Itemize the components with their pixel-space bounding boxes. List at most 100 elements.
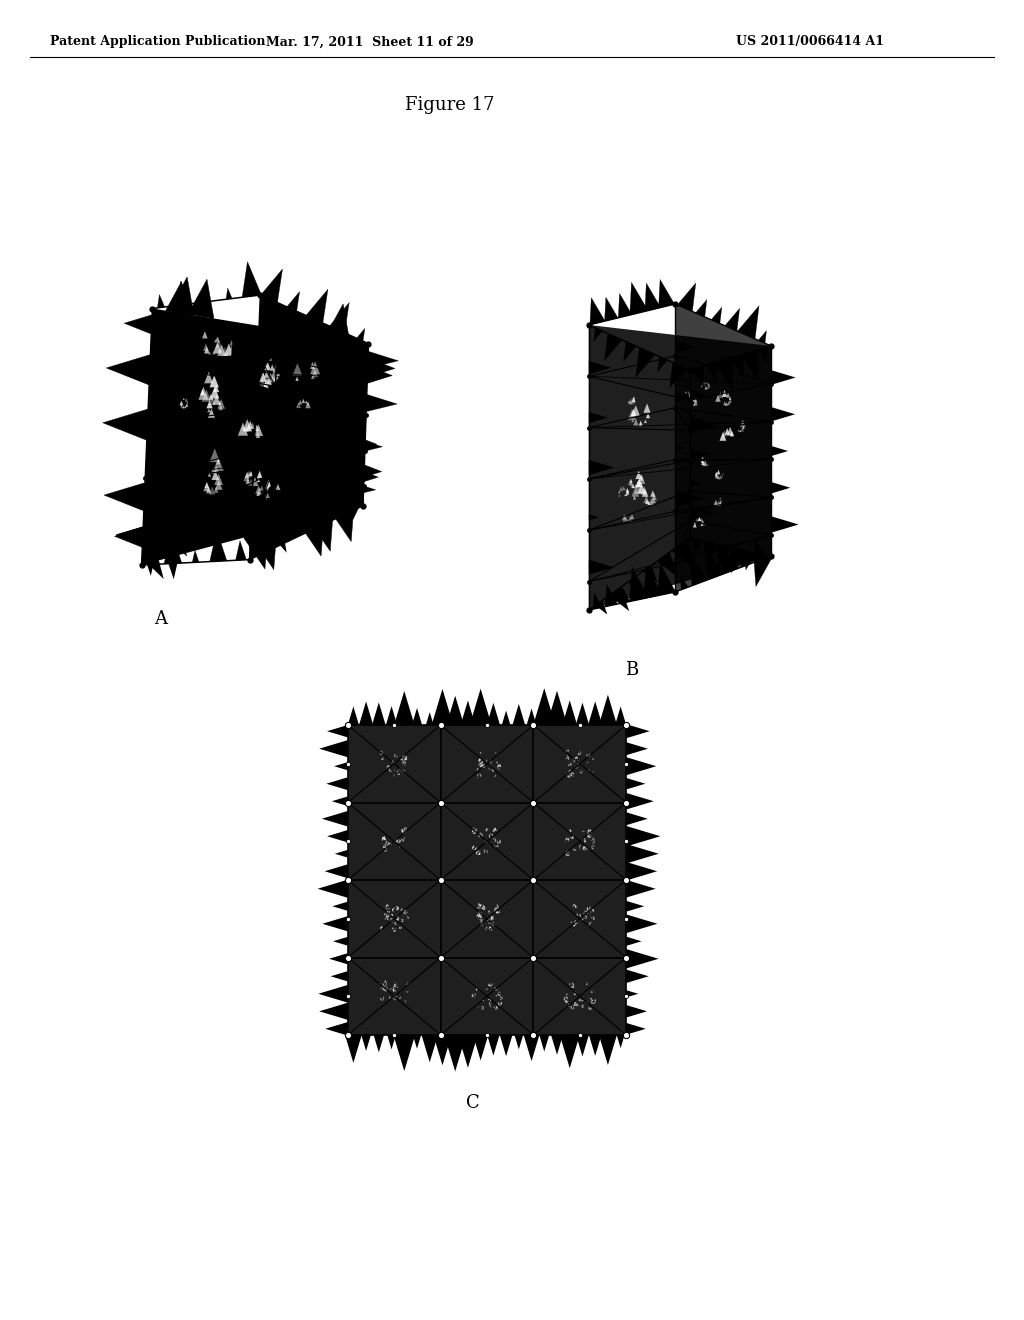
- Polygon shape: [385, 985, 387, 986]
- Polygon shape: [582, 919, 583, 920]
- Polygon shape: [717, 500, 721, 507]
- Polygon shape: [583, 912, 584, 913]
- Polygon shape: [365, 440, 377, 447]
- Polygon shape: [393, 994, 395, 997]
- Polygon shape: [589, 560, 614, 574]
- Polygon shape: [404, 912, 406, 913]
- Polygon shape: [496, 911, 498, 912]
- Polygon shape: [329, 953, 348, 965]
- Polygon shape: [588, 829, 590, 832]
- Polygon shape: [575, 1002, 577, 1003]
- Polygon shape: [490, 917, 493, 919]
- Polygon shape: [389, 997, 390, 998]
- Polygon shape: [498, 906, 499, 908]
- Polygon shape: [675, 341, 695, 354]
- Polygon shape: [395, 921, 396, 923]
- Polygon shape: [385, 989, 386, 990]
- Polygon shape: [577, 921, 579, 924]
- Polygon shape: [643, 404, 650, 413]
- Polygon shape: [286, 308, 294, 318]
- Polygon shape: [589, 412, 608, 424]
- Polygon shape: [707, 387, 708, 389]
- Polygon shape: [374, 1035, 384, 1052]
- Polygon shape: [386, 841, 387, 842]
- Polygon shape: [393, 995, 394, 997]
- Polygon shape: [622, 486, 626, 490]
- Polygon shape: [394, 989, 395, 991]
- Polygon shape: [387, 911, 388, 912]
- Polygon shape: [574, 849, 575, 850]
- Polygon shape: [247, 529, 266, 558]
- Polygon shape: [475, 829, 477, 830]
- Polygon shape: [593, 837, 594, 838]
- Polygon shape: [298, 516, 324, 556]
- Polygon shape: [578, 752, 580, 755]
- Polygon shape: [593, 593, 602, 609]
- Polygon shape: [498, 845, 499, 846]
- Polygon shape: [571, 1008, 572, 1010]
- Polygon shape: [395, 919, 396, 920]
- Polygon shape: [386, 912, 388, 915]
- Polygon shape: [701, 520, 703, 523]
- Polygon shape: [479, 763, 480, 764]
- Polygon shape: [385, 989, 387, 991]
- Polygon shape: [479, 904, 481, 906]
- Polygon shape: [367, 366, 392, 383]
- Polygon shape: [523, 1035, 540, 1061]
- Polygon shape: [229, 341, 248, 371]
- Polygon shape: [401, 925, 402, 927]
- Polygon shape: [402, 760, 404, 763]
- Polygon shape: [182, 405, 184, 408]
- Polygon shape: [394, 921, 395, 923]
- Polygon shape: [489, 985, 492, 986]
- Polygon shape: [385, 847, 386, 849]
- Polygon shape: [572, 985, 574, 987]
- Polygon shape: [639, 475, 645, 484]
- Polygon shape: [729, 399, 731, 403]
- Polygon shape: [574, 923, 577, 924]
- Polygon shape: [224, 343, 233, 356]
- Polygon shape: [585, 909, 586, 912]
- Polygon shape: [715, 474, 719, 478]
- Polygon shape: [486, 828, 487, 829]
- Polygon shape: [391, 913, 392, 915]
- Polygon shape: [633, 495, 636, 499]
- Polygon shape: [492, 915, 493, 917]
- Polygon shape: [390, 843, 391, 845]
- Polygon shape: [627, 812, 648, 825]
- Polygon shape: [433, 1035, 452, 1065]
- Polygon shape: [485, 829, 487, 832]
- Polygon shape: [210, 449, 220, 462]
- Polygon shape: [593, 909, 594, 911]
- Polygon shape: [401, 829, 403, 832]
- Polygon shape: [526, 709, 537, 725]
- Polygon shape: [268, 355, 272, 360]
- Polygon shape: [630, 568, 648, 602]
- Polygon shape: [647, 500, 650, 506]
- Polygon shape: [587, 908, 588, 909]
- Polygon shape: [730, 430, 734, 437]
- Polygon shape: [494, 828, 495, 829]
- Polygon shape: [634, 484, 637, 488]
- Polygon shape: [759, 347, 767, 362]
- Polygon shape: [677, 282, 696, 312]
- Polygon shape: [383, 846, 384, 847]
- Polygon shape: [560, 1035, 580, 1068]
- Polygon shape: [489, 915, 490, 916]
- Polygon shape: [394, 985, 395, 986]
- Polygon shape: [261, 269, 283, 302]
- Polygon shape: [583, 837, 584, 840]
- Polygon shape: [689, 480, 701, 487]
- Polygon shape: [587, 846, 588, 847]
- Polygon shape: [630, 513, 634, 519]
- Polygon shape: [494, 829, 495, 830]
- Polygon shape: [213, 384, 219, 392]
- Polygon shape: [480, 776, 481, 777]
- Polygon shape: [253, 457, 273, 469]
- Polygon shape: [393, 986, 394, 989]
- Polygon shape: [567, 840, 569, 842]
- Polygon shape: [596, 601, 607, 614]
- Polygon shape: [472, 846, 474, 847]
- Polygon shape: [572, 772, 574, 774]
- Polygon shape: [644, 420, 647, 424]
